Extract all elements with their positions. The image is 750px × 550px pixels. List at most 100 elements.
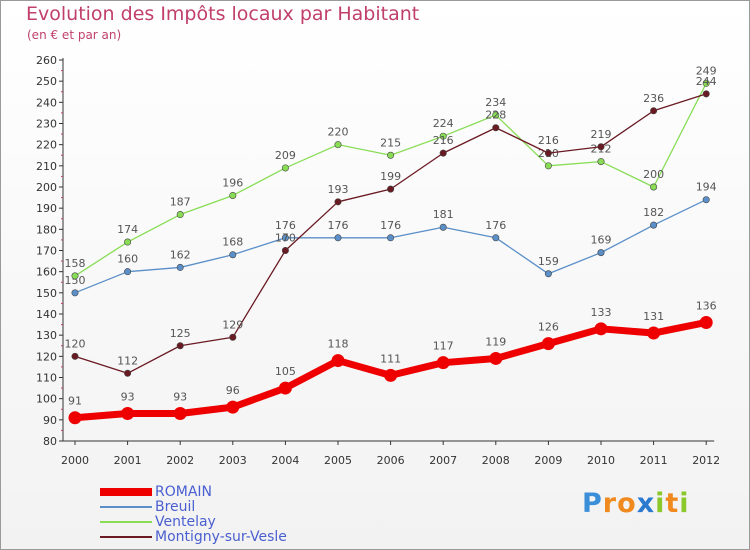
y-tick-label: 220 (36, 139, 57, 152)
y-tick-label: 240 (36, 96, 57, 109)
data-point (702, 196, 710, 204)
data-label: 215 (380, 136, 401, 149)
data-point (71, 289, 79, 297)
data-point (647, 326, 661, 340)
y-tick-label: 90 (43, 414, 57, 427)
legend-label: Breuil (155, 499, 196, 515)
data-label: 120 (65, 337, 86, 350)
data-label: 105 (275, 365, 296, 378)
x-tick-label: 2006 (377, 454, 405, 467)
data-label: 93 (173, 390, 187, 403)
data-point (124, 369, 132, 377)
data-label: 150 (65, 274, 86, 287)
data-point (436, 356, 450, 370)
data-label: 219 (591, 128, 612, 141)
data-label: 162 (170, 248, 191, 261)
logo-letter: r (602, 488, 618, 519)
data-label: 249 (696, 64, 717, 77)
data-point (71, 352, 79, 360)
data-point (492, 124, 500, 132)
y-tick-label: 200 (36, 181, 57, 194)
data-label: 187 (170, 196, 191, 209)
data-label: 181 (433, 208, 454, 221)
data-label: 199 (380, 170, 401, 183)
data-point (702, 90, 710, 98)
data-label: 234 (485, 96, 506, 109)
data-label: 216 (433, 134, 454, 147)
data-point (439, 149, 447, 157)
x-tick-label: 2002 (166, 454, 194, 467)
data-point (334, 198, 342, 206)
legend-label: ROMAIN (155, 484, 213, 500)
data-point (597, 158, 605, 166)
data-label: 169 (591, 234, 612, 247)
data-label: 119 (485, 335, 506, 348)
logo-letter: P (582, 488, 603, 519)
y-tick-label: 160 (36, 266, 57, 279)
legend-swatch (100, 488, 152, 496)
data-point (176, 342, 184, 350)
data-label: 118 (328, 338, 349, 351)
data-label: 117 (433, 340, 454, 353)
y-tick-label: 230 (36, 118, 57, 131)
proxiti-logo: Proxiti (582, 488, 690, 519)
data-label: 133 (591, 306, 612, 319)
data-point (594, 322, 608, 336)
data-point (492, 234, 500, 242)
series-line-breuil (74, 199, 707, 294)
data-label: 176 (275, 219, 296, 232)
data-point (278, 381, 292, 395)
y-tick-label: 210 (36, 160, 57, 173)
data-point (124, 238, 132, 246)
data-label: 216 (538, 134, 559, 147)
legend-swatch (100, 521, 152, 523)
data-label: 125 (170, 327, 191, 340)
data-point (387, 151, 395, 159)
chart-subtitle: (en € et par an) (27, 28, 122, 42)
data-label: 91 (68, 395, 82, 408)
x-tick-label: 2003 (219, 454, 247, 467)
data-point (331, 354, 345, 368)
y-tick-label: 100 (36, 393, 57, 406)
legend-swatch (100, 506, 152, 508)
data-label: 93 (121, 390, 135, 403)
data-point (176, 263, 184, 271)
data-point (699, 315, 713, 329)
y-tick-label: 130 (36, 329, 57, 342)
data-point (384, 368, 398, 382)
logo-letter: t (665, 488, 680, 519)
y-tick-label: 150 (36, 287, 57, 300)
data-label: 160 (117, 253, 138, 266)
data-label: 131 (643, 310, 664, 323)
data-label: 126 (538, 321, 559, 334)
data-point (544, 149, 552, 157)
data-label: 209 (275, 149, 296, 162)
data-point (702, 79, 710, 87)
data-point (489, 351, 503, 365)
data-point (229, 191, 237, 199)
data-label: 196 (222, 176, 243, 189)
data-label: 129 (222, 318, 243, 331)
data-point (334, 234, 342, 242)
logo-letter: i (679, 488, 690, 519)
x-tick-label: 2005 (324, 454, 352, 467)
data-point (281, 234, 289, 242)
y-tick-label: 80 (43, 435, 57, 448)
data-point (650, 221, 658, 229)
data-label: 193 (328, 183, 349, 196)
x-tick-label: 2004 (271, 454, 299, 467)
x-tick-label: 2010 (587, 454, 615, 467)
legend-label: Montigny-sur-Vesle (155, 529, 287, 545)
data-point (544, 270, 552, 278)
data-label: 176 (485, 219, 506, 232)
data-point (650, 107, 658, 115)
data-point (173, 406, 187, 420)
data-point (597, 143, 605, 151)
x-tick-label: 2011 (640, 454, 668, 467)
data-label: 244 (696, 75, 717, 88)
data-label: 112 (117, 354, 138, 367)
data-label: 158 (65, 257, 86, 270)
data-point (226, 400, 240, 414)
